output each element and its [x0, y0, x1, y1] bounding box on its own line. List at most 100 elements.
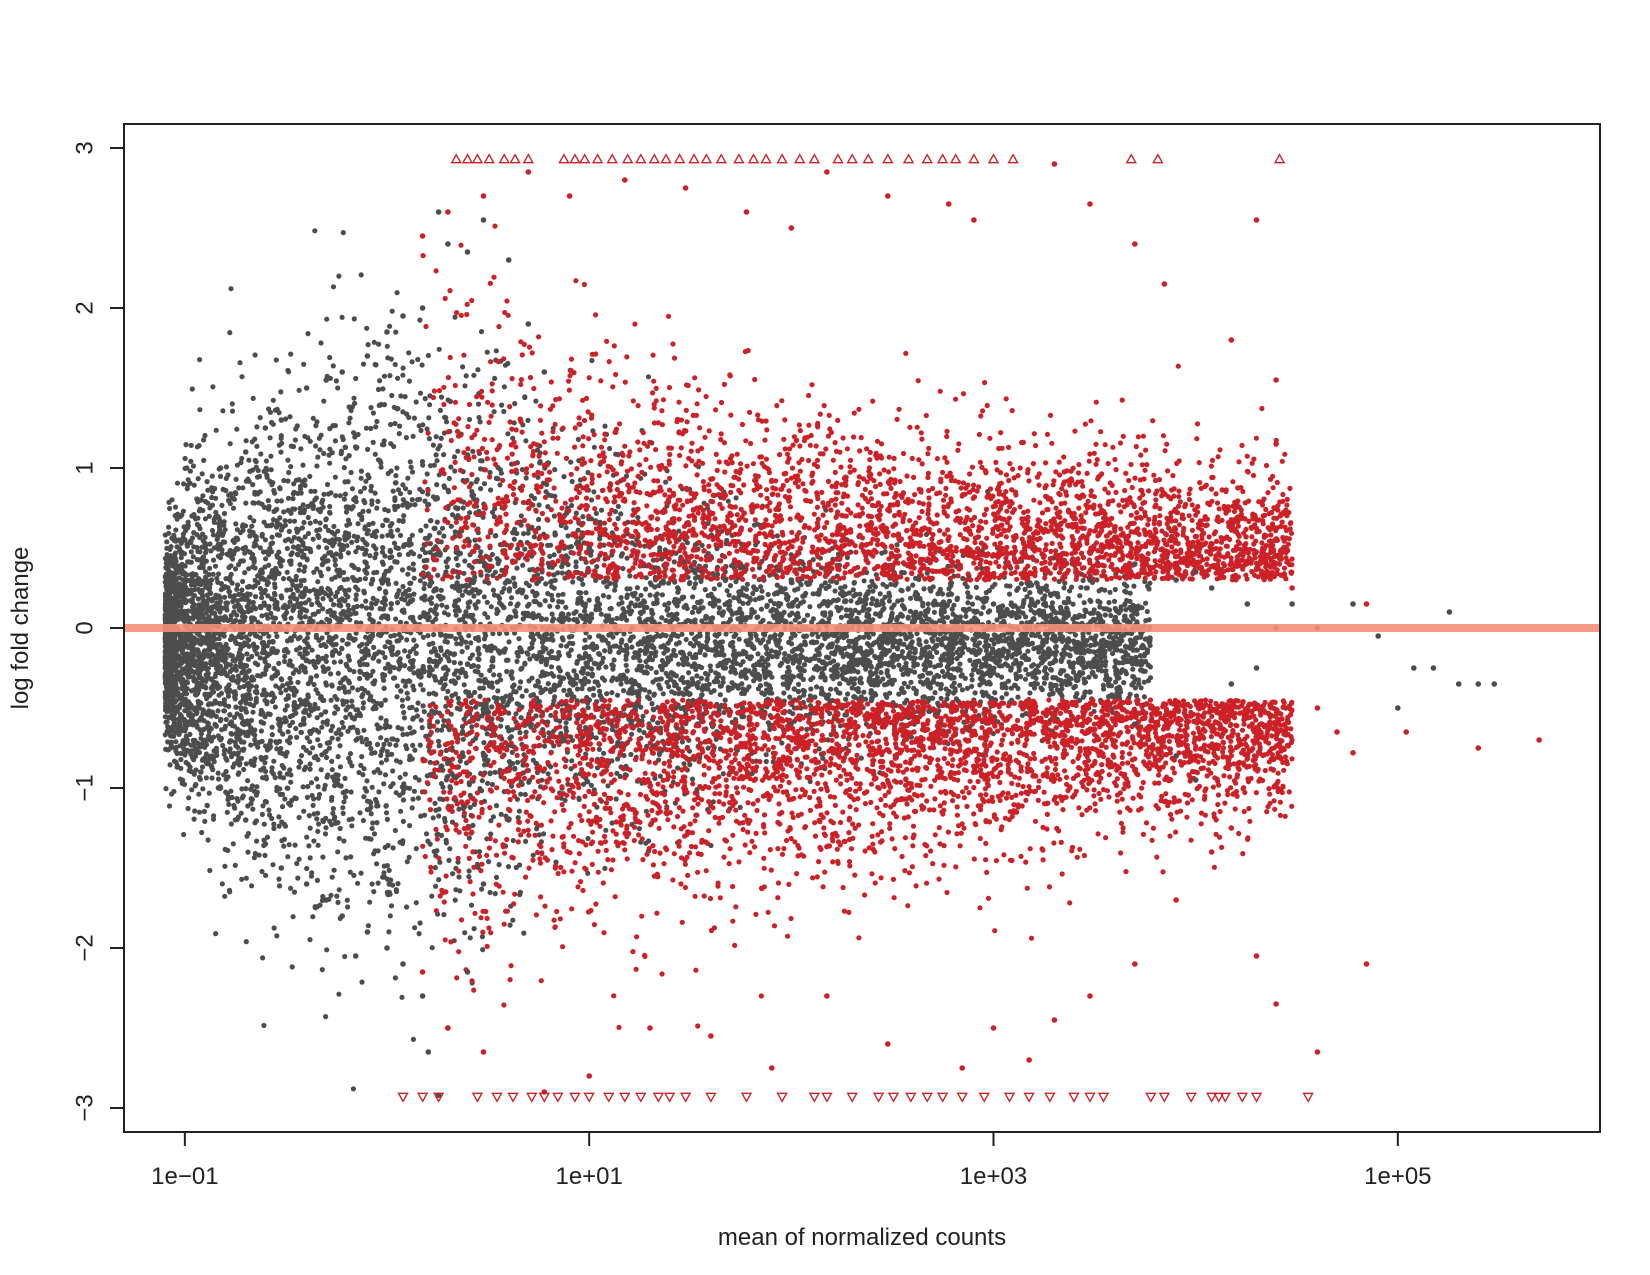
data-point	[436, 738, 442, 744]
data-point	[309, 647, 315, 653]
data-point	[436, 743, 442, 749]
data-point	[302, 534, 308, 540]
data-point	[1002, 661, 1009, 667]
data-point	[329, 767, 335, 773]
data-point	[555, 570, 561, 576]
data-point	[645, 374, 652, 380]
data-point	[653, 669, 659, 676]
data-point	[664, 607, 670, 613]
data-point	[327, 446, 333, 452]
data-point	[722, 665, 729, 671]
data-point	[293, 725, 299, 732]
data-point	[450, 871, 456, 877]
data-point	[218, 690, 225, 696]
data-point	[290, 496, 296, 502]
data-point	[937, 631, 943, 637]
data-point	[861, 578, 867, 584]
data-point	[452, 314, 458, 320]
data-point	[393, 616, 399, 622]
data-point	[338, 731, 344, 738]
data-point	[422, 614, 428, 620]
data-point	[451, 454, 458, 460]
data-point	[525, 603, 531, 609]
data-point	[467, 804, 473, 811]
data-point	[845, 691, 851, 697]
data-point	[266, 503, 272, 510]
data-point	[370, 439, 376, 445]
data-point	[332, 474, 338, 480]
data-point	[226, 801, 232, 808]
data-point	[857, 591, 863, 597]
data-point	[221, 772, 227, 778]
data-point	[969, 683, 975, 690]
data-point	[837, 723, 844, 729]
data-point	[276, 660, 282, 667]
data-point	[215, 776, 222, 782]
data-point	[415, 795, 421, 801]
data-point	[389, 554, 395, 560]
data-point	[312, 518, 319, 525]
data-point	[400, 818, 406, 825]
data-point	[307, 588, 313, 594]
data-point	[320, 854, 326, 860]
data-point	[973, 584, 980, 591]
data-point	[226, 887, 233, 894]
data-point	[462, 558, 468, 564]
data-point	[558, 643, 564, 649]
data-point	[190, 463, 196, 469]
data-point	[312, 228, 318, 234]
data-point	[514, 565, 520, 571]
data-point	[419, 489, 426, 495]
data-point	[302, 477, 308, 483]
data-point	[451, 659, 457, 666]
data-point	[174, 708, 180, 714]
data-point	[252, 565, 258, 571]
data-point	[223, 755, 229, 761]
data-point	[328, 697, 334, 703]
data-point	[1107, 676, 1113, 682]
data-point	[455, 448, 461, 454]
data-point	[172, 504, 179, 510]
data-point	[382, 644, 388, 650]
data-point	[281, 509, 287, 515]
data-point	[516, 636, 522, 642]
data-point	[406, 350, 412, 356]
data-point	[441, 483, 447, 489]
data-point	[644, 664, 651, 670]
data-point	[1004, 655, 1010, 661]
data-point	[357, 675, 363, 682]
data-point	[473, 587, 479, 593]
data-point	[400, 797, 407, 803]
data-point	[602, 865, 608, 872]
data-point	[276, 814, 282, 820]
data-point	[288, 510, 294, 516]
data-point	[327, 509, 333, 515]
data-point	[318, 340, 324, 346]
data-point	[433, 663, 439, 669]
data-point	[889, 654, 895, 660]
data-point	[288, 885, 294, 891]
data-point	[376, 402, 382, 408]
data-point	[317, 447, 323, 453]
data-point	[234, 545, 240, 552]
data-point	[369, 784, 375, 790]
data-point	[555, 592, 562, 598]
data-point	[469, 724, 475, 730]
data-point	[577, 613, 584, 619]
data-point	[853, 637, 859, 643]
data-point	[517, 587, 523, 593]
data-point	[1121, 581, 1127, 587]
data-point	[210, 571, 216, 577]
data-point	[287, 518, 293, 524]
data-point	[367, 799, 373, 805]
data-point	[1102, 612, 1108, 618]
data-point	[600, 593, 607, 599]
data-point	[209, 527, 216, 534]
data-point	[435, 653, 441, 659]
data-point	[576, 575, 582, 581]
data-point	[349, 698, 355, 704]
data-point	[522, 791, 528, 798]
data-point	[366, 508, 372, 514]
data-point	[1123, 607, 1129, 613]
data-point	[377, 606, 383, 612]
